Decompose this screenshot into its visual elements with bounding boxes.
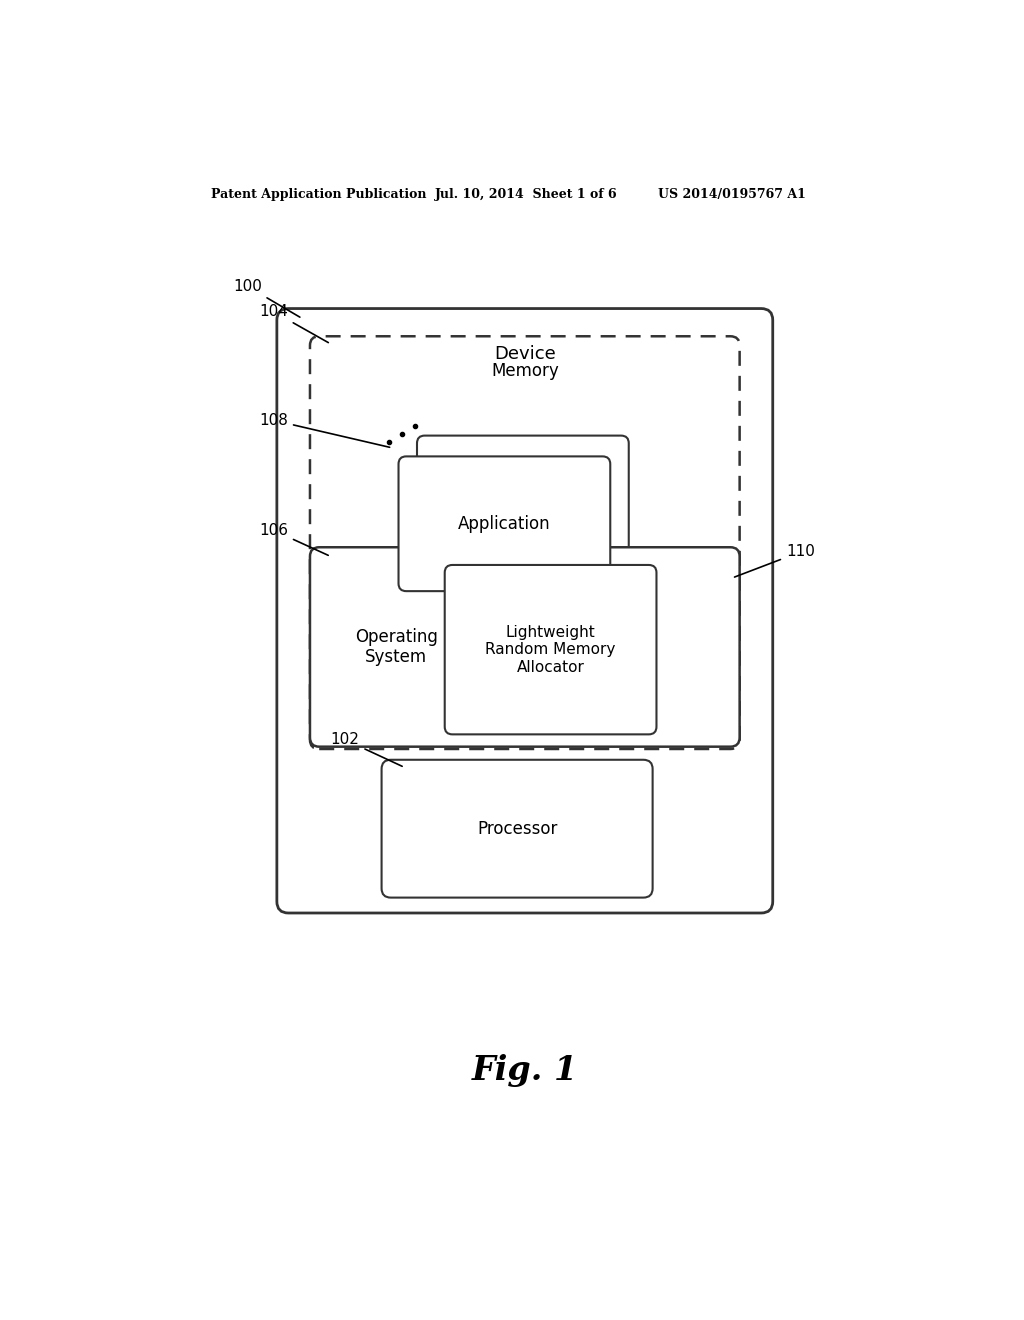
FancyBboxPatch shape xyxy=(444,565,656,734)
Text: Jul. 10, 2014  Sheet 1 of 6: Jul. 10, 2014 Sheet 1 of 6 xyxy=(435,187,617,201)
Text: Fig. 1: Fig. 1 xyxy=(472,1055,578,1088)
Text: Device: Device xyxy=(494,345,556,363)
Text: Patent Application Publication: Patent Application Publication xyxy=(211,187,427,201)
FancyBboxPatch shape xyxy=(310,337,739,748)
Text: 100: 100 xyxy=(233,279,300,317)
Text: Memory: Memory xyxy=(490,363,559,380)
FancyBboxPatch shape xyxy=(398,457,610,591)
Text: Processor: Processor xyxy=(477,820,557,838)
Text: Lightweight
Random Memory
Allocator: Lightweight Random Memory Allocator xyxy=(485,624,615,675)
Text: 104: 104 xyxy=(259,304,329,343)
Text: 110: 110 xyxy=(734,544,815,577)
Text: 106: 106 xyxy=(259,523,329,556)
Text: US 2014/0195767 A1: US 2014/0195767 A1 xyxy=(658,187,806,201)
Text: 102: 102 xyxy=(331,733,402,767)
FancyBboxPatch shape xyxy=(417,436,629,570)
FancyBboxPatch shape xyxy=(276,309,773,913)
FancyBboxPatch shape xyxy=(310,548,739,747)
Text: Application: Application xyxy=(458,515,551,533)
Text: Operating
System: Operating System xyxy=(354,627,437,667)
FancyBboxPatch shape xyxy=(382,760,652,898)
Text: 108: 108 xyxy=(259,413,390,447)
